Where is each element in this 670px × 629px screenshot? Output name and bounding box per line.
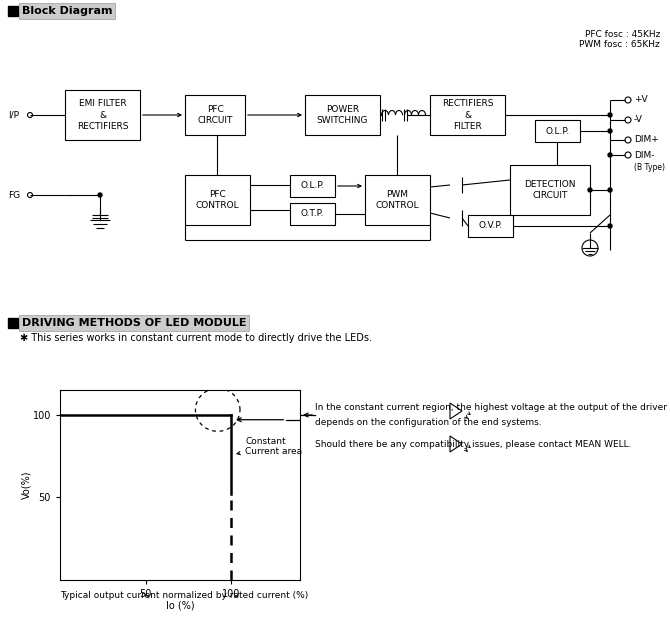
Text: Typical output current normalized by rated current (%): Typical output current normalized by rat… [60,591,308,599]
Circle shape [608,188,612,192]
Y-axis label: Vo(%): Vo(%) [21,470,31,499]
Text: DETECTION
CIRCUIT: DETECTION CIRCUIT [524,180,576,200]
Text: O.L.P.: O.L.P. [300,182,325,191]
Text: RECTIFIERS
&
FILTER: RECTIFIERS & FILTER [442,99,493,131]
Text: +V: +V [634,96,648,104]
Bar [290,175,335,197]
Circle shape [625,117,631,123]
Text: O.T.P.: O.T.P. [301,209,324,218]
Text: DIM+: DIM+ [634,135,659,145]
Text: ✱ This series works in constant current mode to directly drive the LEDs.: ✱ This series works in constant current … [20,333,372,343]
Text: -V: -V [634,116,643,125]
Circle shape [27,113,33,118]
Text: PFC fosc : 45KHz
PWM fosc : 65KHz: PFC fosc : 45KHz PWM fosc : 65KHz [580,30,660,50]
Circle shape [608,113,612,117]
Text: PWM
CONTROL: PWM CONTROL [376,190,419,210]
Text: I/P: I/P [8,111,19,120]
Circle shape [625,97,631,103]
Bar [535,120,580,142]
Text: EMI FILTER
&
RECTIFIERS: EMI FILTER & RECTIFIERS [77,99,128,131]
Bar [510,165,590,215]
Text: FG: FG [8,191,20,199]
Bar [8,318,18,328]
Circle shape [588,188,592,192]
Bar [185,95,245,135]
Circle shape [582,240,598,256]
Bar [305,95,380,135]
Circle shape [625,137,631,143]
Bar [8,6,18,16]
Text: PFC
CONTROL: PFC CONTROL [196,190,239,210]
Text: DRIVING METHODS OF LED MODULE: DRIVING METHODS OF LED MODULE [22,318,247,328]
X-axis label: Io (%): Io (%) [165,601,194,610]
Circle shape [27,192,33,198]
Text: POWER
SWITCHING: POWER SWITCHING [317,105,368,125]
Text: O.L.P.: O.L.P. [545,126,570,135]
Circle shape [608,129,612,133]
Text: depends on the configuration of the end systems.: depends on the configuration of the end … [315,418,541,427]
Circle shape [625,152,631,158]
Text: Constant
Current area: Constant Current area [237,437,302,457]
Text: DIM-: DIM- [634,150,655,160]
Text: O.V.P.: O.V.P. [478,221,502,230]
Text: In the constant current region, the highest voltage at the output of the driver: In the constant current region, the high… [315,403,667,412]
Bar [290,203,335,225]
Text: PFC
CIRCUIT: PFC CIRCUIT [197,105,232,125]
Bar [468,215,513,237]
Bar [365,175,430,225]
Circle shape [608,224,612,228]
Circle shape [608,153,612,157]
Text: Should there be any compatibility issues, please contact MEAN WELL.: Should there be any compatibility issues… [315,440,632,449]
Bar [430,95,505,135]
Text: Block Diagram: Block Diagram [22,6,113,16]
Text: (B Type): (B Type) [634,164,665,172]
Circle shape [98,193,102,197]
Bar [65,90,140,140]
Bar [185,175,250,225]
